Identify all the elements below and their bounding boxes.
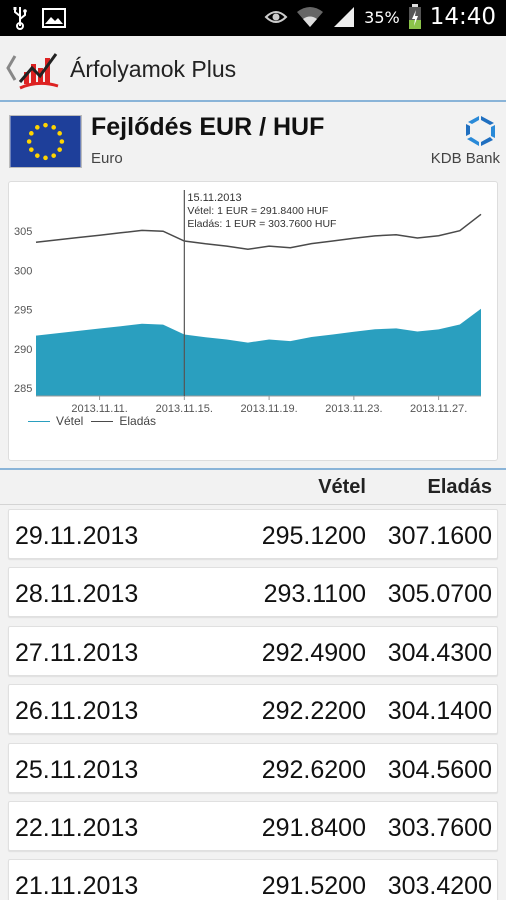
app-logo-icon[interactable] [18,48,60,90]
flag-star [29,147,34,152]
row-date: 22.11.2013 [15,813,139,842]
legend-swatch-sell [91,420,114,422]
row-sell-rate: 307.1600 [387,522,492,550]
row-sell-rate: 303.7600 [387,813,492,842]
row-date: 29.11.2013 [15,522,139,550]
y-tick-label: 300 [14,265,32,277]
eye-icon [264,11,288,23]
flag-star [35,153,40,158]
row-buy-rate: 291.8400 [261,813,366,842]
row-sell-rate: 305.0700 [387,580,492,609]
x-tick-label: 2013.11.15. [156,403,213,415]
flag-star [43,122,48,128]
row-buy-rate: 292.4900 [261,638,366,667]
row-date: 26.11.2013 [15,697,139,726]
row-buy-rate: 292.6200 [261,755,366,784]
tooltip-date: 15.11.2013 [187,192,241,204]
back-chevron-icon[interactable] [4,53,18,83]
legend-label-sell: Eladás [119,414,157,428]
chart-card[interactable]: 285 290 295 300 305 2013.11.11. 2013.11.15. 201… [8,181,498,461]
divider [0,468,506,470]
y-tick-label: 305 [14,226,32,238]
y-tick-label: 290 [14,344,32,356]
x-tick-label: 2013.11.27. [410,403,467,415]
y-tick-label: 295 [14,305,32,317]
row-sell-rate: 304.5600 [387,755,492,784]
column-header-sell: Eladás [427,476,492,498]
flag-star [51,153,56,158]
row-date: 21.11.2013 [15,872,139,900]
bank-logo-icon [466,116,495,146]
currency-name: Euro [91,150,123,167]
row-buy-rate: 293.1100 [263,580,366,609]
tooltip-buy: Vétel: 1 EUR = 291.8400 HUF [187,205,328,217]
exchange-rate-chart[interactable]: 285 290 295 300 305 2013.11.11. 2013.11.15. 201… [9,182,499,462]
app-title: Árfolyamok Plus [70,56,237,82]
flag-star [57,147,62,152]
row-date: 28.11.2013 [15,580,139,609]
action-bar: Árfolyamok Plus [0,36,506,102]
table-row[interactable]: 21.11.2013 291.5200 303.4200 [8,859,498,900]
row-buy-rate: 291.5200 [261,872,366,900]
image-icon [42,8,66,28]
header-divider [0,504,506,505]
flag-star [57,131,62,136]
x-tick-label: 2013.11.19. [240,403,297,415]
clock: 14:40 [429,4,496,30]
x-tick-label: 2013.11.11. [71,403,127,415]
row-sell-rate: 304.4300 [387,638,492,667]
legend-label-buy: Vétel [56,414,84,428]
row-sell-rate: 303.4200 [387,872,492,900]
flag-star [29,131,34,136]
row-sell-rate: 304.1400 [387,697,492,726]
x-tick-label: 2013.11.23. [325,403,382,415]
flag-star [59,139,65,144]
eu-flag-icon [9,115,82,168]
battery-percent: 35% [364,7,400,27]
battery-icon [408,4,421,29]
series-line-sell [35,213,482,251]
table-row[interactable]: 28.11.2013 293.1100 305.0700 [8,567,498,618]
column-header-buy: Vétel [318,476,366,498]
rate-list: 29.11.2013 295.1200 307.1600 28.11.2013 … [8,509,498,900]
flag-star [26,139,32,144]
y-tick-label: 285 [14,383,32,395]
row-buy-rate: 295.1200 [261,522,366,550]
table-row[interactable]: 27.11.2013 292.4900 304.4300 [8,625,498,676]
series-area-buy [36,308,481,396]
flag-star [35,125,40,130]
row-date: 27.11.2013 [15,638,139,667]
usb-icon [13,7,27,30]
row-buy-rate: 292.2200 [261,697,366,726]
flag-star [51,125,56,130]
row-date: 25.11.2013 [15,755,139,784]
flag-star [43,155,48,161]
signal-icon [334,7,355,27]
status-bar: 35% 14:40 [0,0,506,36]
table-row[interactable]: 22.11.2013 291.8400 303.7600 [8,800,498,851]
wifi-icon [297,7,324,27]
legend-swatch-buy [28,420,50,422]
table-row[interactable]: 26.11.2013 292.2200 304.1400 [8,684,498,735]
chart-legend: Vétel Eladás [28,414,156,428]
page-title: Fejlődés EUR / HUF [91,113,325,141]
table-row[interactable]: 25.11.2013 292.6200 304.5600 [8,742,498,793]
bank-name: KDB Bank [430,150,500,167]
tooltip-sell: Eladás: 1 EUR = 303.7600 HUF [187,218,336,230]
table-row[interactable]: 29.11.2013 295.1200 307.1600 [8,509,498,559]
